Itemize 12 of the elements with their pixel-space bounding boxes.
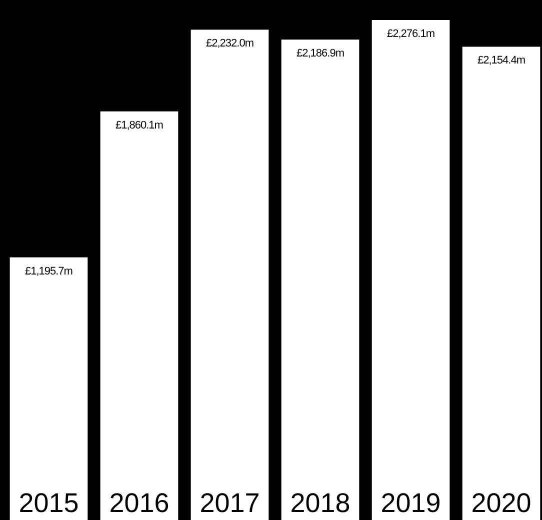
x-tick-label: 2017 (200, 488, 260, 518)
x-tick-label: 2019 (380, 488, 441, 518)
x-tick-label: 2015 (18, 488, 79, 518)
x-tick-label: 2016 (109, 488, 170, 518)
data-label: £2,154.4m (478, 54, 526, 67)
data-label: £1,860.1m (115, 119, 164, 132)
x-tick-label: 2018 (290, 488, 350, 518)
data-label: £2,276.1m (387, 28, 435, 40)
data-label: £2,186.9m (296, 48, 344, 60)
x-tick-label: 2020 (471, 488, 532, 518)
data-label: £1,195.7m (24, 265, 73, 278)
data-label: £2,232.0m (206, 38, 254, 50)
